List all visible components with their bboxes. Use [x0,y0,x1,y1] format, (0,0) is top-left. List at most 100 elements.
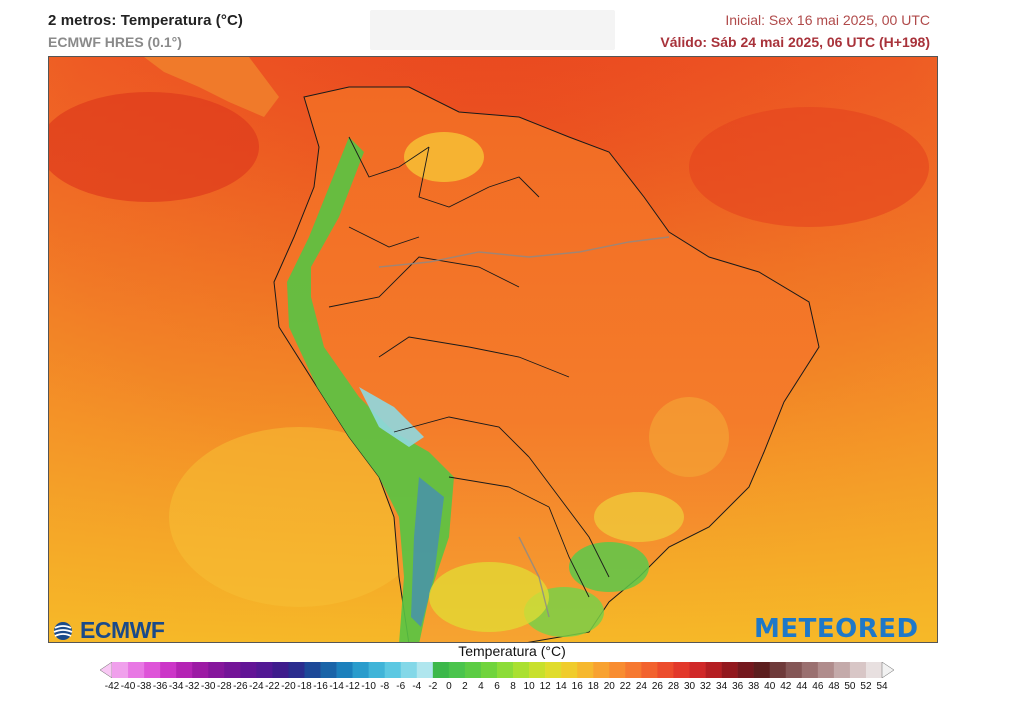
legend-swatch [593,662,610,678]
legend-swatch [705,662,722,678]
legend-tick-label: -32 [184,681,200,692]
legend-swatch [160,662,177,678]
rivers [378,236,670,618]
legend-swatch [753,662,771,678]
legend-swatch [689,662,706,678]
legend-tick-label: -8 [380,681,390,692]
legend-tick-label: 16 [571,681,583,692]
highland-patch [594,492,684,542]
legend-swatch [272,662,289,678]
legend-tick-label: 8 [510,681,516,692]
legend-tick-label: -16 [313,681,328,692]
legend-swatch [529,662,546,678]
legend-tick-label: 48 [828,681,840,692]
color-scale-bar [100,662,894,678]
legend-swatch [561,662,578,678]
legend-tick-label: 44 [796,681,808,692]
legend-swatch [801,662,819,678]
legend-tick-label: -4 [412,681,422,692]
legend-tick-label: 22 [619,681,631,692]
legend-swatch [865,662,883,678]
legend-tick-label: 34 [716,681,728,692]
legend-swatch [497,662,514,678]
legend-tick-label: 46 [812,681,824,692]
legend-tick-label: 28 [667,681,680,692]
ad-placeholder [370,10,615,50]
legend-tick-label: -2 [428,681,438,692]
legend-swatch [817,662,835,678]
legend-swatch [128,662,145,678]
legend-tick-label: 10 [523,681,535,692]
legend-tick-label: -36 [152,681,168,692]
legend-swatch [288,662,305,678]
header-left: 2 metros: Temperatura (°C) ECMWF HRES (0… [48,12,243,50]
legend-tick-label: -6 [396,681,406,692]
legend-tick-label: -22 [265,681,280,692]
legend-tick-label: -12 [345,681,360,692]
legend-swatch [448,662,466,678]
legend-swatch [432,662,450,678]
meteored-logo: METEORED [754,614,919,644]
legend-swatch [641,662,658,678]
legend-swatch [785,662,803,678]
hot-ocean-patch [49,92,259,202]
map-title: 2 metros: Temperatura (°C) [48,12,244,29]
legend-tick-label: -38 [136,681,152,692]
legend-swatch [144,662,161,678]
central-america [144,57,279,117]
legend-swatch [208,662,225,678]
temperature-map[interactable] [48,56,938,643]
legend-swatch [240,662,257,678]
legend-tick-label: 50 [844,681,856,692]
legend-swatch [304,662,321,678]
valid-time: Válido: Sáb 24 mai 2025, 06 UTC (H+198) [660,34,930,50]
legend-tick-label: -18 [297,681,312,692]
legend-tick-label: 20 [603,681,615,692]
legend-swatch [112,662,129,678]
legend-swatch [721,662,738,678]
legend-tick-label: 54 [876,681,888,692]
legend-tick-label: 6 [494,681,500,692]
legend-tick-label: 14 [555,681,567,692]
legend-swatch [625,662,642,678]
legend-tick-label: -34 [168,681,184,692]
ecmwf-logo: ECMWF [50,617,165,644]
legend-swatch [480,662,498,678]
legend-swatch [737,662,754,678]
legend-swatch [673,662,690,678]
legend-tick-label: 0 [446,681,452,692]
legend-arrow-low [100,662,113,678]
legend-tick-label: 26 [651,681,663,692]
legend-swatch [545,662,562,678]
model-label: ECMWF HRES (0.1°) [48,34,182,50]
andes-coldest-patch [411,477,444,627]
header-right: Inicial: Sex 16 mai 2025, 00 UTC Válido:… [660,12,930,50]
legend-swatch [256,662,273,678]
legend-tick-label: 36 [732,681,744,692]
country-borders [328,136,610,598]
legend-tick-label: 40 [764,681,776,692]
cool-ocean-patch [169,427,429,607]
legend-tick-label: 52 [860,681,872,692]
legend-tick-label: -40 [120,681,136,692]
legend-swatch [224,662,241,678]
legend-swatch [368,662,386,678]
highland-patch [404,132,484,182]
highland-patch [649,397,729,477]
legend-swatch [176,662,193,678]
legend-swatch [609,662,626,678]
legend-tick-label: -10 [361,681,376,692]
legend-swatch [192,662,209,678]
init-time: Inicial: Sex 16 mai 2025, 00 UTC [725,12,930,28]
legend-swatch [352,662,369,678]
legend-tick-label: -14 [329,681,344,692]
legend-swatch [320,662,337,678]
legend-tick-label: 2 [462,681,468,692]
legend-tick-label: 24 [635,681,647,692]
map-svg [49,57,937,642]
legend-tick-label: -30 [201,681,216,692]
hot-ocean-patch [689,107,929,227]
legend-tick-label: 30 [683,681,696,692]
legend-tick-label: 18 [587,681,599,692]
legend-swatch [769,662,787,678]
